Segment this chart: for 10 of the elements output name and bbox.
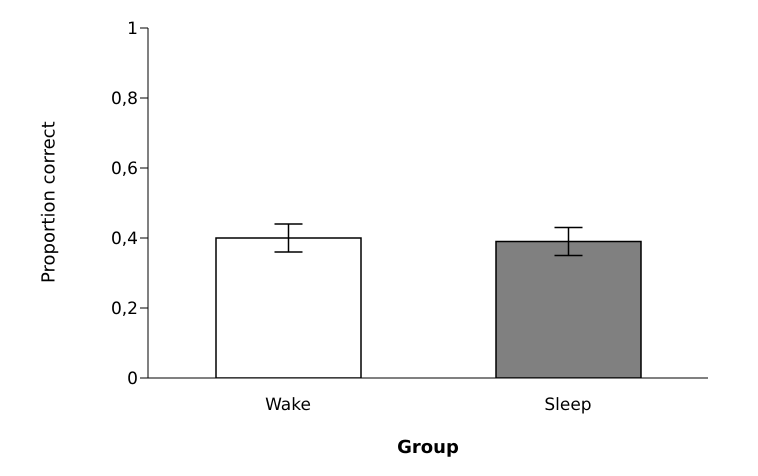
y-tick-label: 0,2 [110,299,138,320]
y-tick-label: 0 [127,369,138,390]
y-tick-label: 1 [127,19,138,40]
x-axis-title: Group [397,437,459,458]
x-tick-label: Wake [265,395,311,416]
y-tick-label: 0,4 [110,229,138,250]
y-axis-title: Proportion correct [38,121,60,283]
y-tick-label: 0,8 [110,89,138,110]
x-tick-label: Sleep [544,395,592,416]
y-tick-label: 0,6 [110,159,138,180]
